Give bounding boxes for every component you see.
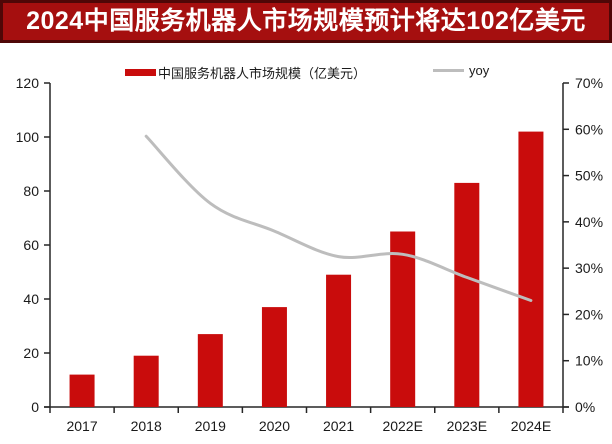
right-axis-tick-label: 70% [575, 75, 603, 91]
left-axis-tick-label: 100 [16, 129, 40, 145]
right-axis-tick-label: 10% [575, 353, 603, 369]
x-axis-category-label: 2023E [447, 418, 487, 434]
legend-label-market-size: 中国服务机器人市场规模（亿美元） [158, 66, 367, 81]
chart-plot-area: 0 20 40 60 80 100 120 0% 10% 20% 30% 40% 50% 60% 70% 20… [0, 55, 612, 444]
bar-2023E [454, 182, 480, 407]
x-axis-category-label: 2018 [131, 418, 162, 434]
bar-2022E [390, 231, 416, 407]
x-axis-category-label: 2024E [511, 418, 551, 434]
left-axis-tick-label: 120 [16, 75, 40, 91]
combo-chart-svg: 0 20 40 60 80 100 120 0% 10% 20% 30% 40% 50% 60% 70% 20… [16, 75, 603, 434]
x-axis-category-label: 2017 [66, 418, 97, 434]
left-axis-tick-label: 40 [23, 291, 39, 307]
line-series-swatch-icon [433, 69, 464, 72]
x-axis-category-label: 2020 [259, 418, 290, 434]
left-axis-tick-label: 20 [23, 345, 39, 361]
right-axis-tick-label: 30% [575, 260, 603, 276]
legend-item-market-size: 中国服务机器人市场规模（亿美元） [125, 63, 366, 82]
bar-series-swatch-icon [125, 69, 156, 76]
right-axis-tick-label: 50% [575, 168, 603, 184]
yoy-line [144, 134, 533, 302]
left-axis-tick-label: 60 [23, 237, 39, 253]
left-axis-tick-label: 80 [23, 183, 39, 199]
left-axis-tick-label: 0 [31, 399, 39, 415]
bar-2024E [518, 131, 544, 407]
bar-2019 [197, 334, 223, 407]
x-axis-category-label: 2019 [195, 418, 226, 434]
title-banner: 2024中国服务机器人市场规模预计将达102亿美元 [0, 0, 612, 43]
x-axis-category-label: 2022E [382, 418, 422, 434]
bar-2021 [326, 274, 352, 407]
legend-label-yoy: yoy [469, 63, 490, 78]
right-axis-tick-label: 60% [575, 121, 603, 137]
bar-2020 [261, 307, 287, 407]
bar-2018 [133, 355, 159, 407]
bar-2017 [69, 374, 95, 407]
right-axis-tick-label: 0% [575, 399, 595, 415]
page-title: 2024中国服务机器人市场规模预计将达102亿美元 [26, 7, 586, 35]
x-axis-category-label: 2021 [323, 418, 354, 434]
right-axis-tick-label: 20% [575, 306, 603, 322]
right-axis-tick-label: 40% [575, 214, 603, 230]
legend-item-yoy: yoy [433, 63, 489, 78]
legend: 中国服务机器人市场规模（亿美元） yoy [0, 60, 612, 84]
